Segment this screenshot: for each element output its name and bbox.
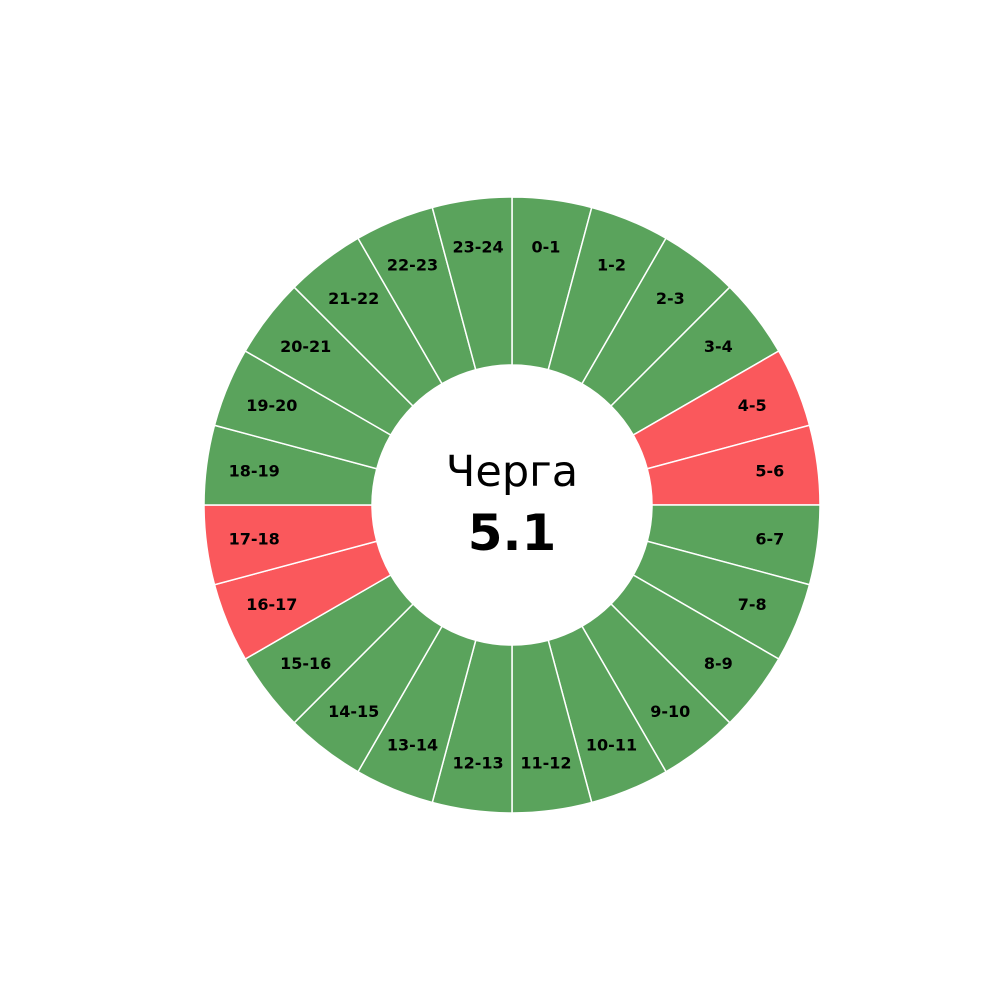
segment-label-4-5: 4-5 [738,396,767,415]
segment-label-3-4: 3-4 [704,337,733,356]
segment-label-1-2: 1-2 [597,255,626,274]
segment-label-15-16: 15-16 [280,654,331,673]
segment-label-17-18: 17-18 [229,529,280,548]
segment-label-19-20: 19-20 [246,396,297,415]
segment-label-22-23: 22-23 [387,255,438,274]
segment-label-21-22: 21-22 [328,289,379,308]
segment-23-24 [431,196,513,371]
segment-label-16-17: 16-17 [246,595,297,614]
segment-label-8-9: 8-9 [704,654,733,673]
segment-label-14-15: 14-15 [328,702,379,721]
segment-label-9-10: 9-10 [650,702,690,721]
segment-label-6-7: 6-7 [755,529,784,548]
segment-label-12-13: 12-13 [453,753,504,772]
center-value: 5.1 [468,504,557,562]
segment-label-5-6: 5-6 [755,462,784,481]
segment-labels: 0-1 1-2 2-3 3-4 4-5 5-6 6-7 7-8 8-9 9-10 10-11 11-1… [229,238,785,773]
segment-label-20-21: 20-21 [280,337,331,356]
donut-segments [203,196,821,814]
segment-label-0-1: 0-1 [531,238,560,257]
segment-label-18-19: 18-19 [229,462,280,481]
segment-label-23-24: 23-24 [453,238,504,257]
segment-label-11-12: 11-12 [520,753,571,772]
segment-label-2-3: 2-3 [656,289,685,308]
segment-label-10-11: 10-11 [586,736,637,755]
segment-label-13-14: 13-14 [387,736,438,755]
segment-label-7-8: 7-8 [738,595,767,614]
center-title: Черга [446,447,578,497]
